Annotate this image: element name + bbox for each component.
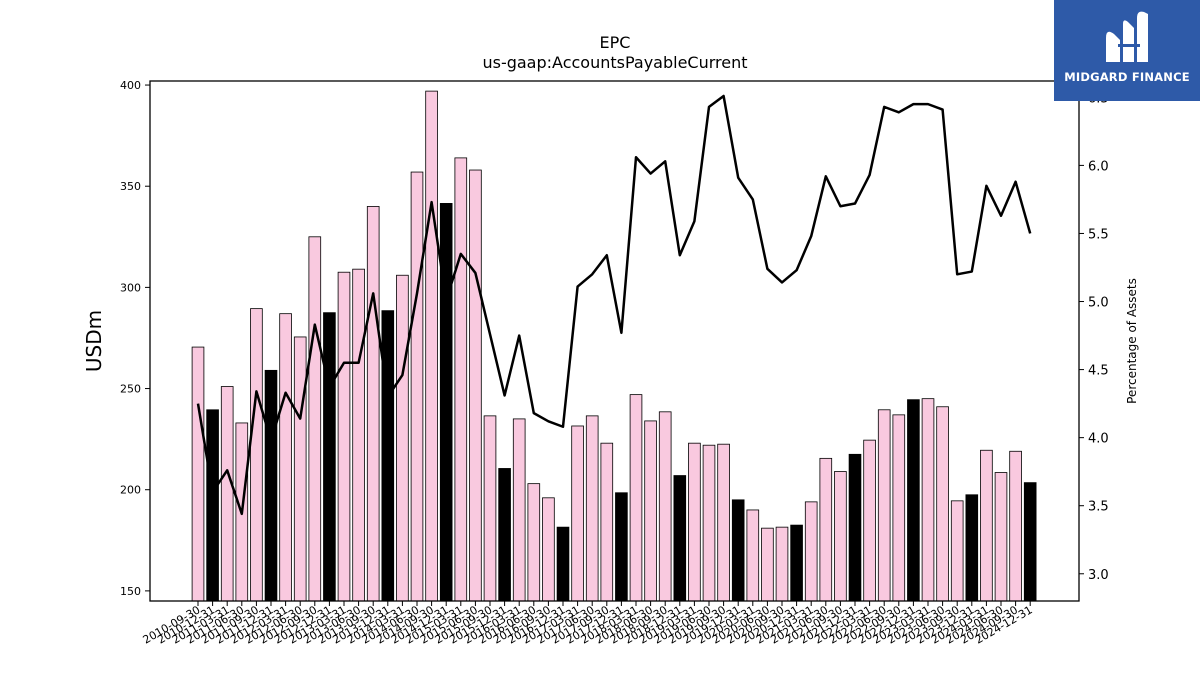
bar-2018-12-31: [673, 475, 687, 602]
bar-2020-12-31: [790, 524, 803, 602]
y2-tick-label: 4.0: [1088, 432, 1109, 447]
bar-2017-12-31: [615, 492, 628, 602]
y2-tick-label: 3.0: [1088, 568, 1109, 583]
midgard-m-logo-icon: [1106, 11, 1148, 63]
y-tick-label: 300: [120, 281, 141, 294]
chart-title: EPC: [600, 33, 631, 52]
bar-2014-06-30: [410, 171, 424, 602]
bar-2013-09-30: [366, 206, 380, 602]
bar-2011-09-30: [250, 308, 263, 602]
bar-2022-12-31: [907, 399, 920, 602]
y-tick-label: 400: [120, 79, 141, 92]
bar-2012-06-30: [293, 336, 307, 602]
y2-tick-label: 3.5: [1088, 500, 1109, 515]
bar-2014-12-31: [439, 203, 453, 602]
bar-2013-12-31: [381, 310, 395, 602]
bar-2012-12-31: [323, 312, 336, 602]
bar-2023-03-31: [921, 398, 935, 602]
bar-2019-09-30: [717, 443, 730, 602]
chart-subtitle: us-gaap:AccountsPayableCurrent: [482, 53, 747, 72]
bar-2014-09-30: [425, 90, 438, 602]
y-tick-label: 250: [120, 383, 141, 396]
y2-axis-ticks: 3.03.54.04.55.05.56.06.5: [1079, 91, 1109, 583]
y2-tick-label: 5.0: [1088, 296, 1109, 311]
bar-2015-06-30: [469, 169, 482, 602]
bar-2011-03-31: [220, 386, 234, 602]
bar-2024-03-31: [980, 449, 993, 602]
y2-axis-label: Percentage of Assets: [1125, 278, 1139, 404]
bar-2022-09-30: [892, 414, 906, 602]
bar-2017-03-31: [571, 425, 584, 602]
bar-2017-09-30: [600, 442, 614, 602]
bar-2010-09-30: [191, 346, 205, 602]
y2-tick-label: 4.5: [1088, 364, 1109, 379]
bar-2018-03-31: [629, 394, 643, 602]
bar-2020-09-30: [775, 526, 789, 602]
y-axis-ticks: 150 200 250 300 350 400: [120, 79, 150, 598]
line-group: [196, 94, 1032, 516]
bar-2019-03-31: [688, 442, 701, 602]
y-tick-label: 350: [120, 180, 141, 193]
y-axis-label: USDm: [82, 310, 106, 372]
bar-2016-06-30: [527, 483, 541, 602]
bar-2022-06-30: [877, 409, 891, 602]
logo-text: MIDGARD FINANCE: [1064, 70, 1190, 84]
bar-2015-03-31: [454, 157, 468, 602]
bar-2015-09-30: [483, 415, 497, 602]
bar-2023-12-31: [965, 494, 979, 602]
percentage-line: [196, 94, 1032, 516]
bar-2012-03-31: [279, 313, 292, 602]
bar-2021-06-30: [819, 457, 833, 602]
bar-2024-09-30: [1009, 450, 1022, 602]
bar-2010-12-31: [206, 409, 219, 602]
bar-2018-06-30: [644, 420, 657, 602]
bar-2021-09-30: [834, 471, 847, 602]
bar-2021-03-31: [804, 501, 818, 602]
bar-2014-03-31: [396, 274, 409, 602]
bar-2021-12-31: [848, 453, 862, 602]
bar-2024-12-31: [1023, 482, 1037, 602]
bar-2022-03-31: [863, 439, 876, 602]
bar-2018-09-30: [658, 411, 672, 602]
plot-frame: [149, 80, 1080, 602]
bar-2013-06-30: [352, 268, 365, 602]
bar-2020-03-31: [746, 509, 760, 602]
y2-tick-label: 5.5: [1088, 227, 1109, 242]
bar-2020-06-30: [761, 527, 774, 602]
bar-2023-09-30: [950, 500, 964, 602]
y-tick-label: 150: [120, 585, 141, 598]
bar-2016-09-30: [542, 497, 555, 602]
bar-2013-03-31: [337, 271, 351, 602]
bar-2019-12-31: [731, 499, 745, 602]
midgard-finance-logo: MIDGARD FINANCE: [1054, 0, 1200, 101]
bar-2016-03-31: [512, 418, 526, 602]
bar-2015-12-31: [498, 468, 511, 602]
x-axis-ticks: 2010-09-302010-12-312011-03-312011-06-30…: [141, 601, 1035, 647]
bar-2012-09-30: [308, 236, 322, 602]
bar-2011-12-31: [264, 369, 278, 602]
bar-2017-06-30: [585, 415, 599, 602]
y-tick-label: 200: [120, 484, 141, 497]
bar-2023-06-30: [936, 406, 949, 602]
bar-2024-06-30: [994, 472, 1008, 602]
y2-tick-label: 6.0: [1088, 159, 1109, 174]
bar-2019-06-30: [702, 444, 716, 602]
bar-2016-12-31: [556, 526, 570, 602]
